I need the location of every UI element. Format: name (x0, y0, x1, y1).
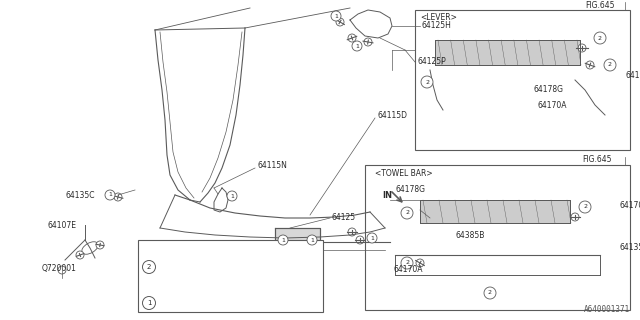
Circle shape (143, 297, 156, 309)
Circle shape (105, 190, 115, 200)
Text: M120134: M120134 (163, 246, 195, 252)
Bar (415, 10, 630, 150)
Text: <05MY->: <05MY-> (289, 282, 320, 288)
Text: 2: 2 (583, 204, 587, 210)
Circle shape (356, 236, 364, 244)
Polygon shape (420, 200, 570, 223)
Text: 64385B: 64385B (455, 230, 484, 239)
Circle shape (484, 287, 496, 299)
Text: 1: 1 (108, 193, 112, 197)
Circle shape (348, 228, 356, 236)
Text: 64115D: 64115D (377, 111, 407, 121)
Text: 1: 1 (147, 300, 151, 306)
Text: 64125P: 64125P (417, 58, 445, 67)
Circle shape (594, 32, 606, 44)
Text: 64107E: 64107E (48, 220, 77, 229)
Text: 64170A: 64170A (393, 266, 422, 275)
Text: 64178G: 64178G (533, 85, 563, 94)
Circle shape (307, 235, 317, 245)
Circle shape (579, 201, 591, 213)
Text: 1: 1 (355, 44, 359, 49)
Text: 2: 2 (147, 264, 151, 270)
Circle shape (421, 76, 433, 88)
Circle shape (571, 213, 579, 221)
Circle shape (604, 59, 616, 71)
Circle shape (401, 257, 413, 269)
Text: 64178G: 64178G (395, 186, 425, 195)
Text: 2: 2 (405, 211, 409, 215)
Circle shape (367, 233, 377, 243)
Text: 64170A: 64170A (538, 100, 568, 109)
Text: 1: 1 (334, 13, 338, 19)
Text: 64170D: 64170D (625, 70, 640, 79)
Text: A640001371: A640001371 (584, 305, 630, 314)
Polygon shape (435, 40, 580, 65)
Text: Q710007: Q710007 (163, 282, 195, 288)
Text: 1: 1 (230, 194, 234, 198)
Text: 64125: 64125 (332, 213, 356, 222)
Text: 2: 2 (608, 62, 612, 68)
Circle shape (278, 235, 288, 245)
Circle shape (348, 34, 356, 42)
Circle shape (76, 251, 84, 259)
Polygon shape (275, 228, 320, 242)
Text: <-04MY>: <-04MY> (289, 264, 320, 270)
Text: Ⓢ047104100(7): Ⓢ047104100(7) (163, 300, 221, 306)
Circle shape (331, 11, 341, 21)
Bar (138, 240, 323, 312)
Text: 64125H: 64125H (422, 21, 452, 30)
Text: 64135I: 64135I (620, 243, 640, 252)
Circle shape (96, 241, 104, 249)
Bar (365, 165, 630, 310)
Circle shape (227, 191, 237, 201)
Text: Ⓑ011309200(8): Ⓑ011309200(8) (163, 264, 221, 270)
Circle shape (364, 38, 372, 46)
Circle shape (416, 259, 424, 267)
Text: <-04MY>: <-04MY> (289, 300, 320, 306)
Circle shape (401, 207, 413, 219)
Text: 2: 2 (405, 260, 409, 266)
Text: 64115N: 64115N (258, 162, 288, 171)
Text: <LEVER>: <LEVER> (420, 13, 457, 22)
Text: 2: 2 (598, 36, 602, 41)
Text: 1: 1 (281, 237, 285, 243)
Text: Q720001: Q720001 (42, 263, 77, 273)
Circle shape (352, 41, 362, 51)
Text: 1: 1 (310, 237, 314, 243)
Text: 1: 1 (370, 236, 374, 241)
Circle shape (143, 260, 156, 274)
Circle shape (578, 44, 586, 52)
Circle shape (586, 61, 594, 69)
Circle shape (336, 18, 344, 26)
Circle shape (114, 193, 122, 201)
Text: 64170D: 64170D (620, 201, 640, 210)
Text: <05MY->: <05MY-> (289, 246, 320, 252)
Text: FIG.645: FIG.645 (582, 156, 611, 164)
Text: FIG.645: FIG.645 (585, 1, 614, 10)
Text: 64135C: 64135C (65, 190, 95, 199)
Circle shape (58, 266, 66, 274)
Text: <TOWEL BAR>: <TOWEL BAR> (375, 169, 433, 178)
Text: IN: IN (382, 190, 392, 199)
Text: 2: 2 (488, 291, 492, 295)
Text: 2: 2 (425, 79, 429, 84)
